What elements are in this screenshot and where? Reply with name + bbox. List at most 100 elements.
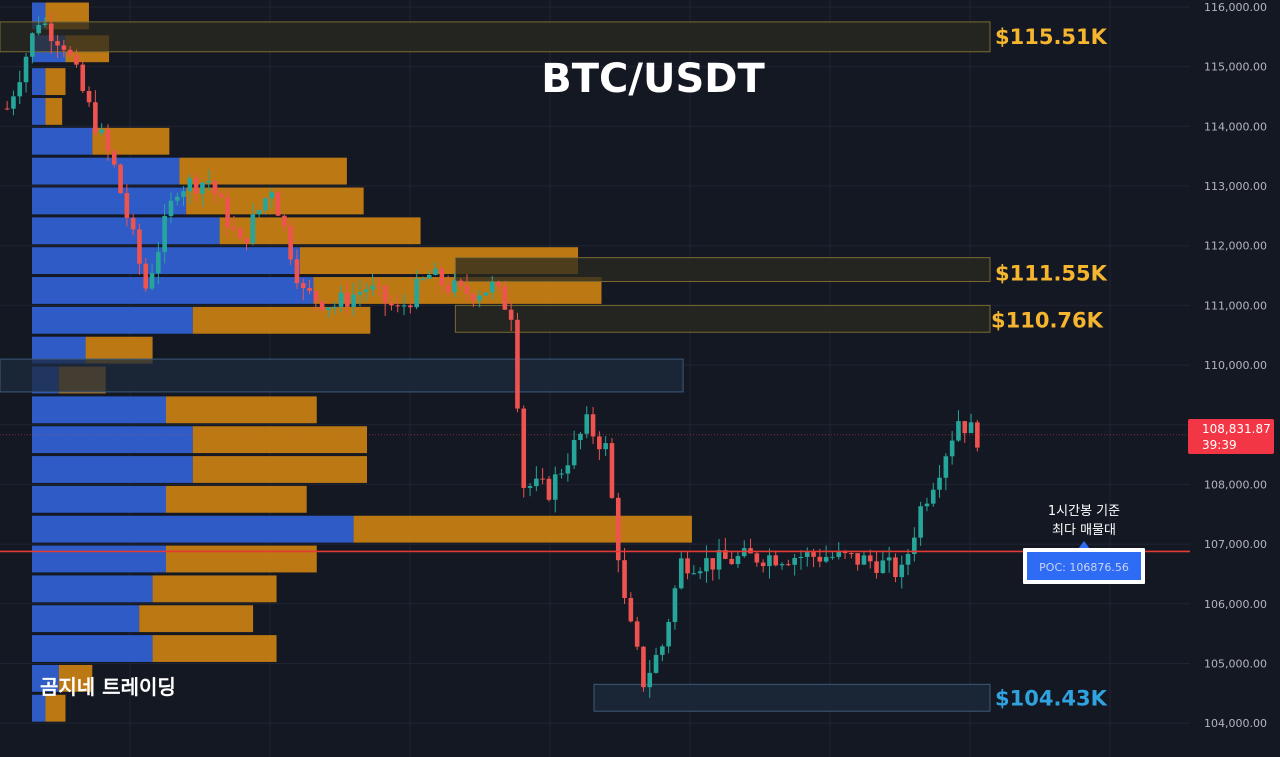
candle-body [735, 556, 741, 565]
candle-body [691, 573, 697, 575]
candle-body [256, 210, 262, 215]
candle-body [804, 552, 810, 557]
volume-bar-sell [192, 306, 371, 334]
candle-body [351, 294, 356, 307]
volume-bar-buy [32, 456, 193, 483]
chart-title: BTC/USDT [541, 56, 765, 102]
candle-body [458, 280, 464, 286]
volume-bar-buy [32, 277, 314, 304]
candle-body [389, 303, 394, 306]
candle-body [263, 198, 268, 211]
candle-body [597, 436, 602, 450]
candle-body [779, 564, 785, 566]
candle-body [760, 562, 766, 567]
candle-body [300, 283, 306, 289]
candlesticks [4, 11, 980, 698]
candle-body [11, 96, 16, 109]
candle-body [30, 33, 35, 57]
candle-body [798, 556, 804, 559]
candle-body [754, 553, 760, 563]
candle-body [357, 292, 363, 295]
watermark: 곰지네 트레이딩 [40, 675, 176, 699]
candle-body [401, 305, 407, 307]
candle-body [395, 305, 401, 307]
candle-body [212, 181, 218, 194]
candle-body [42, 23, 48, 25]
candle-body [307, 288, 312, 291]
candle-body [968, 422, 974, 434]
price-tick-label: 114,000.00 [1204, 120, 1267, 133]
price-tick-label: 105,000.00 [1204, 657, 1267, 670]
candle-body [943, 456, 949, 478]
volume-bar-buy [32, 635, 153, 662]
candle-body [370, 285, 375, 290]
candle-body [956, 421, 961, 441]
volume-bar-buy [32, 217, 220, 245]
volume-bar-sell [152, 575, 277, 603]
volume-bar-sell [192, 426, 367, 454]
volume-bar-sell [166, 396, 317, 424]
volume-bar-buy [32, 485, 166, 513]
volume-bar-sell [186, 187, 364, 215]
candle-body [786, 564, 791, 566]
poc-callout-pointer [1078, 541, 1090, 549]
last-price-countdown: 39:39 [1202, 438, 1237, 452]
candle-body [408, 305, 413, 308]
candle-body [426, 274, 432, 279]
volume-bar-sell [45, 694, 66, 722]
volume-bar-buy [32, 545, 166, 573]
candle-body [48, 23, 54, 42]
candle-body [36, 24, 41, 34]
candle-body [962, 421, 968, 434]
candle-body [716, 550, 722, 570]
volume-bar-sell [219, 217, 421, 245]
candle-body [200, 182, 205, 194]
volume-bar-sell [179, 157, 347, 185]
candle-body [105, 129, 111, 151]
candle-body [471, 294, 476, 301]
candle-body [508, 309, 514, 320]
price-zone [0, 358, 684, 393]
price-zone [454, 304, 991, 333]
candle-body [634, 621, 640, 647]
price-tick-label: 116,000.00 [1204, 1, 1267, 14]
candle-body [17, 82, 23, 97]
candle-body [710, 558, 716, 570]
candle-body [244, 238, 249, 244]
candle-body [830, 556, 835, 558]
candle-body [880, 560, 886, 573]
candle-body [376, 285, 382, 287]
candle-body [137, 229, 142, 264]
candle-body [552, 474, 558, 500]
candle-body [697, 571, 703, 574]
last-price-value: 108,831.87 [1202, 422, 1271, 436]
candle-body [130, 217, 136, 230]
price-tick-label: 108,000.00 [1204, 478, 1267, 491]
price-tick-label: 110,000.00 [1204, 359, 1267, 372]
candle-body [893, 557, 898, 578]
candle-body [723, 550, 728, 559]
volume-bar-buy [32, 98, 46, 125]
candle-body [666, 622, 671, 647]
candle-body [899, 564, 905, 578]
candle-body [162, 215, 167, 253]
level-label: $104.43K [995, 686, 1108, 710]
poc-callout: POC: 106876.56 [1023, 541, 1145, 584]
candle-body [886, 557, 892, 561]
candle-body [704, 558, 709, 572]
candle-body [237, 228, 243, 239]
candle-body [143, 263, 149, 289]
candle-body [483, 292, 489, 296]
price-tick-label: 106,000.00 [1204, 598, 1267, 611]
candle-body [792, 558, 797, 565]
volume-bar-buy [32, 575, 153, 603]
candle-body [420, 278, 426, 280]
volume-bar-sell [58, 664, 93, 692]
candle-body [464, 285, 470, 295]
price-axis: 104,000.00 105,000.00 106,000.00 107,000.00… [1204, 1, 1267, 730]
price-tick-label: 115,000.00 [1204, 61, 1267, 74]
candle-body [603, 443, 608, 450]
candle-body [855, 553, 860, 565]
candle-body [433, 268, 438, 275]
